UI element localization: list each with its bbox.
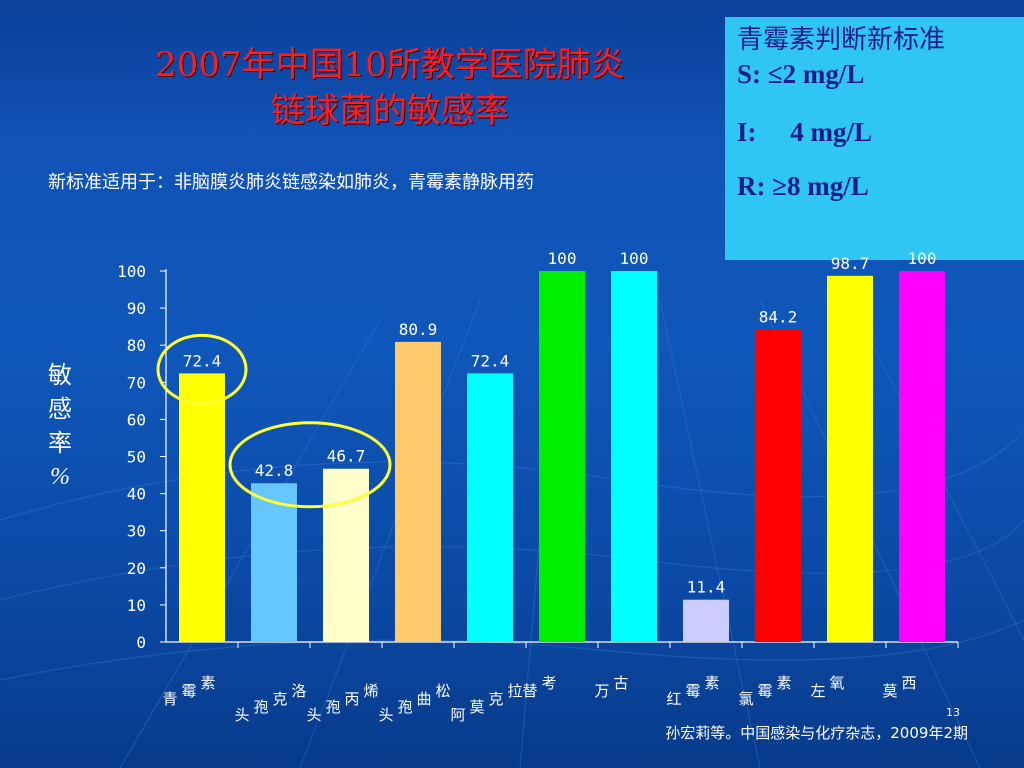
data-label: 84.2 [759,308,798,327]
y-axis-label-char: 感 [48,395,72,423]
category-label-glyph: 替 [522,682,537,700]
category-label-glyph: 松 [435,682,450,700]
bar [827,275,873,642]
y-axis-label-char: 率 [48,429,72,457]
data-label: 100 [908,249,937,268]
citation: 孙宏莉等。中国感染与化疗杂志，2009年2期 [665,724,968,742]
y-tick-label: 100 [117,262,146,281]
data-label: 11.4 [687,578,726,597]
y-axis-label-char: 敏 [48,361,72,389]
category-label-glyph: 头 [234,706,249,724]
category-label-glyph: 青 [162,690,177,708]
category-label-glyph: 洛 [291,682,306,700]
category-label-glyph: 红 [666,690,681,708]
slide-title: 2007年中国10所教学医院肺炎 链球菌的敏感率 [60,42,720,134]
category-label-glyph: 头 [378,706,393,724]
category-label-glyph: 克 [272,690,287,708]
data-label: 42.8 [255,461,294,480]
data-label: 46.7 [327,447,366,466]
category-label-glyph: 头 [306,706,321,724]
highlight-ellipse [228,421,392,509]
category-label-glyph: 考 [541,674,556,692]
category-label-glyph: 素 [776,674,791,692]
bar [683,599,729,642]
category-label-glyph: 古 [613,674,628,692]
category-label-glyph: 万 [594,682,609,700]
category-label-glyph: 丙 [344,690,359,708]
title-line-1: 2007年中国10所教学医院肺炎 [155,45,625,85]
y-axis-label: 敏 感 率 % [44,358,76,494]
category-label-glyph: 烯 [363,682,378,700]
category-label-glyph: 克 [488,690,503,708]
y-tick-label: 20 [127,559,146,578]
category-label-glyph: 氯 [738,690,753,708]
criteria-r: R: ≥8 mg/L [737,171,869,201]
title-line-2: 链球菌的敏感率 [271,91,509,131]
data-label: 72.4 [471,351,510,370]
category-label-glyph: 孢 [325,698,340,716]
y-tick-label: 80 [127,336,146,355]
category-label-glyph: 素 [704,674,719,692]
highlight-ellipse [156,333,248,405]
data-label: 98.7 [831,254,870,273]
bar [251,483,297,642]
y-tick-label: 40 [127,485,146,504]
subtitle: 新标准适用于：非脑膜炎肺炎链感染如肺炎，青霉素静脉用药 [48,172,534,193]
bar [611,271,657,642]
bar [899,271,945,642]
category-label-glyph: 拉 [507,682,522,700]
y-tick-label: 10 [127,596,146,615]
criteria-s: S: ≤2 mg/L [737,59,865,89]
y-tick-label: 70 [127,373,146,392]
category-label-glyph: 素 [200,674,215,692]
criteria-i: I: 4 mg/L [737,117,872,147]
y-tick-label: 30 [127,522,146,541]
category-label-glyph: 氧 [829,674,844,692]
data-label: 100 [548,249,577,268]
category-label-glyph: 孢 [397,698,412,716]
category-label-glyph: 霉 [757,682,772,700]
category-label-glyph: 左 [810,682,825,700]
category-label-glyph: 霉 [685,682,700,700]
y-tick-label: 50 [127,448,146,467]
page-number: 13 [946,706,960,719]
bar [755,329,801,642]
category-label-glyph: 曲 [416,690,431,708]
data-label: 100 [620,249,649,268]
category-label-glyph: 孢 [253,698,268,716]
category-label-glyph: 霉 [181,682,196,700]
data-label: 72.4 [183,351,222,370]
bar [395,341,441,642]
criteria-box: 青霉素判断新标准 S: ≤2 mg/L I: 4 mg/L R: ≥8 mg/L [725,17,1024,260]
bar [539,271,585,642]
category-label-glyph: 阿 [450,706,465,724]
bar [323,468,369,642]
bar [467,373,513,642]
category-label-glyph: 西 [901,674,916,692]
criteria-title: 青霉素判断新标准 [737,25,946,55]
data-label: 80.9 [399,320,438,339]
category-label-glyph: 莫 [469,698,484,716]
y-tick-label: 90 [127,299,146,318]
category-label-glyph: 莫 [882,682,897,700]
y-axis-label-char: % [50,464,70,490]
bar [179,373,225,642]
y-tick-label: 60 [127,410,146,429]
y-tick-label: 0 [136,633,146,652]
